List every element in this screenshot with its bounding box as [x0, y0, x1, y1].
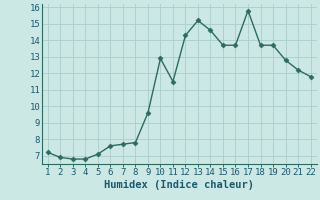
X-axis label: Humidex (Indice chaleur): Humidex (Indice chaleur) — [104, 180, 254, 190]
